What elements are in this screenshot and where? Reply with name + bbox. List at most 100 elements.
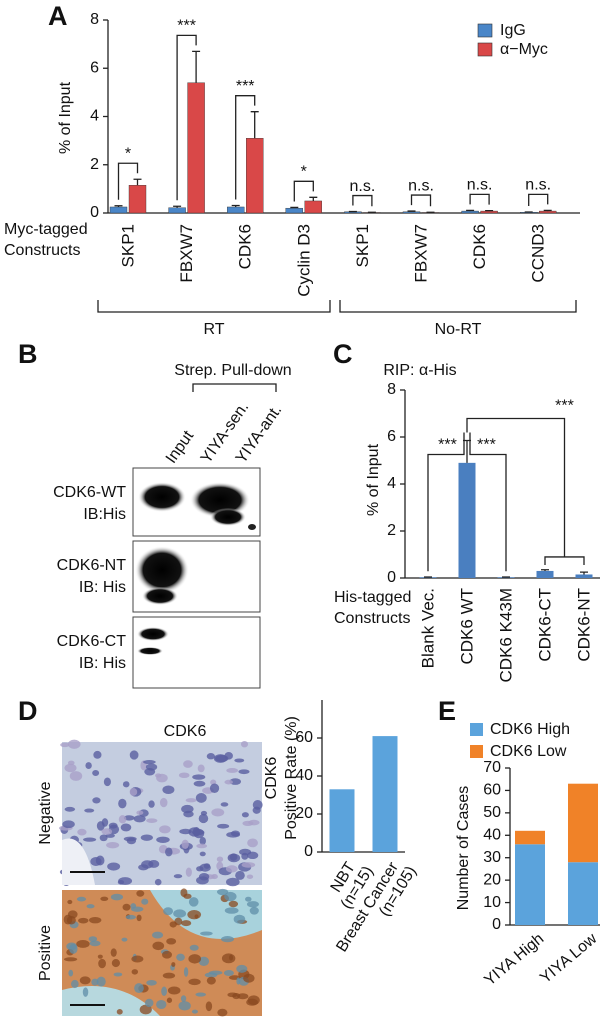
cell bbox=[136, 890, 145, 897]
cell bbox=[216, 888, 229, 896]
significance-bracket bbox=[410, 194, 432, 207]
nucleus bbox=[241, 862, 256, 868]
nucleus bbox=[143, 759, 156, 765]
image-texture bbox=[59, 739, 263, 887]
cell bbox=[233, 914, 246, 924]
error-bar bbox=[250, 111, 259, 139]
nucleus bbox=[64, 763, 77, 773]
x-tick-label: YIYA High bbox=[481, 930, 547, 989]
nucleus bbox=[216, 856, 224, 862]
cell bbox=[79, 976, 91, 985]
nucleus bbox=[162, 785, 175, 795]
cell bbox=[243, 973, 255, 983]
nucleus bbox=[69, 771, 83, 781]
nucleus bbox=[183, 810, 194, 818]
error-bar bbox=[290, 206, 299, 209]
nucleus bbox=[224, 779, 233, 785]
bar bbox=[402, 211, 421, 214]
error-bar bbox=[133, 178, 142, 186]
significance-label: n.s. bbox=[467, 177, 493, 194]
image-texture bbox=[62, 888, 262, 1017]
error-bar bbox=[309, 196, 318, 201]
bar bbox=[536, 570, 554, 578]
x-tick-label: CDK6 bbox=[236, 224, 255, 269]
nucleus bbox=[220, 802, 229, 807]
cell bbox=[136, 914, 142, 922]
y-tick-label: 40 bbox=[295, 767, 313, 784]
nucleus bbox=[156, 836, 170, 843]
cell bbox=[245, 896, 252, 902]
error-bar bbox=[173, 205, 182, 208]
cell bbox=[76, 896, 87, 902]
cell bbox=[161, 986, 168, 997]
nucleus bbox=[159, 825, 171, 834]
cell bbox=[224, 891, 237, 902]
significance-label: * bbox=[301, 164, 307, 181]
row-label: IB: His bbox=[79, 579, 126, 596]
nucleus bbox=[234, 758, 245, 763]
y-tick-label: 70 bbox=[483, 759, 501, 776]
nucleus bbox=[199, 851, 206, 857]
nucleus bbox=[225, 865, 238, 873]
nucleus bbox=[136, 810, 144, 815]
significance-bracket bbox=[528, 193, 549, 207]
error-bar bbox=[466, 209, 475, 212]
row-label: CDK6-WT bbox=[53, 484, 126, 501]
nucleus bbox=[196, 843, 208, 849]
nucleus bbox=[77, 828, 87, 836]
significance-label: *** bbox=[236, 78, 255, 95]
cell bbox=[249, 906, 259, 915]
cell bbox=[187, 910, 202, 920]
nucleus bbox=[173, 874, 183, 879]
nucleus bbox=[64, 806, 76, 812]
cell bbox=[217, 1008, 228, 1017]
cell bbox=[131, 969, 139, 975]
cell bbox=[181, 920, 192, 927]
cell bbox=[96, 976, 106, 987]
bar bbox=[109, 206, 128, 214]
nucleus bbox=[226, 877, 240, 887]
nucleus bbox=[217, 823, 230, 829]
significance-bracket bbox=[117, 162, 139, 200]
cell bbox=[68, 969, 74, 977]
cell bbox=[113, 972, 123, 977]
x-tick-label: CDK6 WT bbox=[457, 588, 476, 665]
nucleus bbox=[192, 774, 206, 780]
y-tick-label: 0 bbox=[90, 204, 99, 221]
x-tick-label: CDK6 bbox=[470, 224, 489, 269]
x-tick-label: FBXW7 bbox=[411, 224, 430, 283]
cell bbox=[167, 986, 181, 995]
cell bbox=[162, 950, 172, 959]
bar bbox=[480, 210, 498, 214]
nucleus bbox=[195, 793, 207, 803]
nucleus bbox=[238, 769, 250, 775]
significance-label: n.s. bbox=[408, 177, 434, 194]
nucleus bbox=[141, 860, 154, 869]
x-tick-label: FBXW7 bbox=[177, 224, 196, 283]
cell bbox=[152, 941, 165, 951]
significance-bracket bbox=[293, 180, 314, 202]
nucleus bbox=[120, 823, 132, 832]
cell bbox=[205, 1001, 213, 1012]
bar bbox=[458, 462, 476, 578]
y-tick-label: 8 bbox=[90, 11, 99, 28]
x-tick-label: SKP1 bbox=[118, 224, 137, 267]
y-tick-label: 30 bbox=[483, 849, 501, 866]
nucleus bbox=[60, 742, 70, 748]
nucleus bbox=[118, 798, 127, 809]
significance-label: *** bbox=[177, 18, 196, 35]
cell bbox=[176, 953, 185, 962]
nucleus bbox=[156, 773, 168, 783]
row-label: CDK6-CT bbox=[57, 633, 127, 650]
cell bbox=[188, 954, 202, 964]
row-label: IB: His bbox=[79, 655, 126, 672]
cell bbox=[166, 938, 177, 945]
cell bbox=[188, 978, 201, 986]
row-label: Positive bbox=[37, 925, 54, 981]
x-tick-label: CDK6-CT bbox=[535, 588, 554, 662]
y-axis-label: Number of Cases bbox=[455, 786, 472, 911]
cell bbox=[131, 955, 144, 963]
nucleus bbox=[159, 797, 168, 808]
nucleus bbox=[93, 750, 102, 759]
panel-label: B bbox=[18, 339, 38, 369]
